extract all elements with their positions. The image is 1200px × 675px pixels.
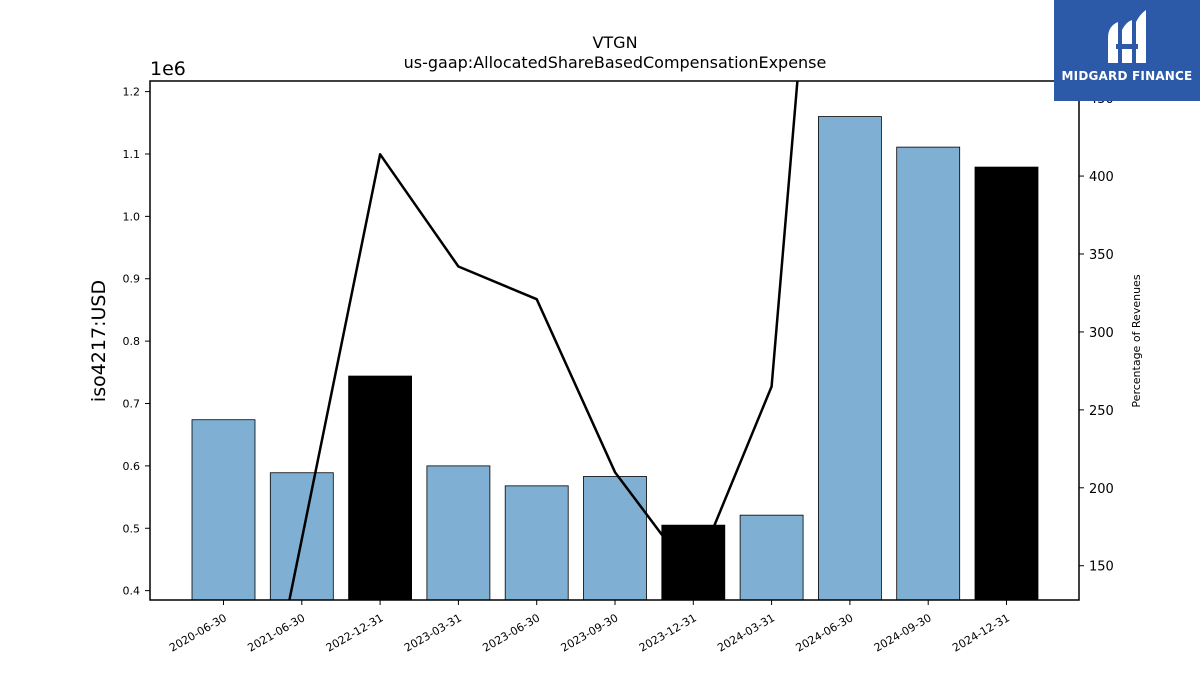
- x-tick-label: 2023-09-30: [559, 611, 621, 654]
- logo-mark-icon: [1108, 10, 1146, 63]
- x-tick-label: 2024-12-31: [950, 611, 1012, 654]
- x-tick-label: 2023-06-30: [480, 611, 542, 654]
- y2-tick-label: 150: [1089, 560, 1114, 575]
- line-series: [288, 81, 799, 600]
- x-tick-label: 2021-06-30: [245, 611, 307, 654]
- y-tick-label: 0.5: [123, 522, 141, 535]
- y-tick-label: 1.2: [123, 86, 141, 99]
- y2-tick-label: 200: [1089, 482, 1114, 497]
- chart-title: VTGN: [592, 33, 637, 52]
- bar-series: [191, 116, 1039, 601]
- bar-2024-06-30: [818, 116, 882, 601]
- bar-2023-03-31: [426, 465, 491, 601]
- midgard-finance-logo: MIDGARD FINANCE: [1054, 0, 1200, 101]
- bar-2024-09-30: [896, 146, 961, 601]
- y2-tick-label: 300: [1089, 326, 1114, 341]
- y2-tick-label: 350: [1089, 248, 1114, 263]
- bar-2023-06-30: [504, 485, 569, 601]
- y-tick-label: 0.8: [123, 335, 141, 348]
- percentage-line: [288, 81, 799, 600]
- x-tick-label: 2023-03-31: [402, 611, 464, 654]
- bar-2022-12-31: [348, 375, 413, 601]
- bar-2023-12-31: [661, 524, 726, 601]
- y2-axis-label: Percentage of Revenues: [1130, 274, 1143, 407]
- logo-text: MIDGARD FINANCE: [1061, 69, 1193, 83]
- bar-2024-03-31: [739, 514, 804, 601]
- x-tick-label: 2023-12-31: [637, 611, 699, 654]
- x-tick-label: 2022-12-31: [324, 611, 386, 654]
- y-tick-label: 1.1: [123, 148, 141, 161]
- y-axis-right: 150200250300350400450: [1079, 92, 1114, 575]
- x-tick-label: 2020-06-30: [167, 611, 229, 654]
- x-tick-label: 2024-03-31: [715, 611, 777, 654]
- y2-tick-label: 250: [1089, 404, 1114, 419]
- y-axis-left: 0.4 0.5 0.6 0.7 0.8 0.9 1.0 1.1 1.2: [123, 86, 150, 598]
- x-axis: 2020-06-30 2021-06-30 2022-12-31 2023-03-31…: [167, 600, 1012, 655]
- chart-subtitle: us-gaap:AllocatedShareBasedCompensationE…: [404, 53, 827, 72]
- bar-2024-12-31: [974, 166, 1039, 601]
- x-tick-label: 2024-06-30: [794, 611, 856, 654]
- y-axis-offset-label: 1e6: [150, 58, 186, 80]
- y-tick-label: 0.6: [123, 460, 141, 473]
- x-tick-label: 2024-09-30: [872, 611, 934, 654]
- y-tick-label: 0.9: [123, 273, 141, 286]
- y2-tick-label: 400: [1089, 170, 1114, 185]
- bar-2020-06-30: [191, 419, 256, 601]
- y-tick-label: 0.4: [123, 585, 141, 598]
- y-axis-label: iso4217:USD: [88, 280, 110, 402]
- y-tick-label: 0.7: [123, 398, 141, 411]
- y-tick-label: 1.0: [123, 210, 141, 223]
- bar-2023-09-30: [583, 476, 647, 601]
